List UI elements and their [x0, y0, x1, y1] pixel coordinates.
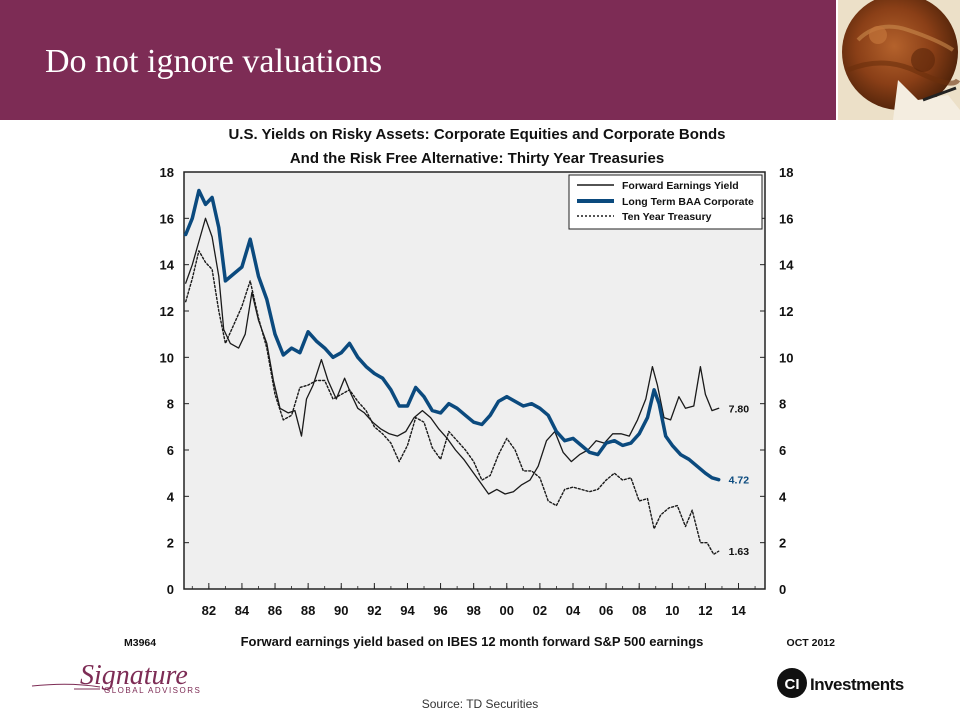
x-tick-label: 00	[500, 603, 514, 618]
y-tick-label-left: 0	[167, 582, 174, 597]
x-tick-label: 06	[599, 603, 613, 618]
y-tick-label-left: 18	[160, 165, 174, 180]
chart-subtitle: And the Risk Free Alternative: Thirty Ye…	[290, 150, 664, 167]
legend-label-treasury: Ten Year Treasury	[622, 211, 712, 223]
title-band	[0, 0, 836, 120]
globe-image	[838, 0, 960, 120]
end-label-forward-earnings-yield: 7.80	[729, 403, 750, 415]
y-tick-label-right: 16	[779, 211, 793, 226]
y-tick-label-right: 12	[779, 304, 793, 319]
x-axis: 82 84 86 88 90 92 94 96 98 00 02 04 06 08 10 12 14	[191, 583, 756, 618]
series-long-term-baa-corporate	[183, 188, 721, 482]
signature-logo: Signature GLOBAL ADVISORS	[30, 656, 220, 702]
x-tick-label: 90	[334, 603, 348, 618]
y-tick-label-left: 4	[167, 489, 175, 504]
x-tick-label: 04	[566, 603, 581, 618]
y-tick-label-right: 10	[779, 350, 793, 365]
slide-title: Do not ignore valuations	[45, 43, 383, 80]
x-tick-label: 96	[433, 603, 447, 618]
x-axis-caption: Forward earnings yield based on IBES 12 …	[241, 634, 704, 649]
y-tick-label-left: 14	[160, 258, 175, 273]
chart-code: M3964	[124, 637, 156, 649]
x-tick-label: 12	[698, 603, 712, 618]
y-tick-label-left: 16	[160, 211, 174, 226]
series-ten-year-treasury	[185, 250, 720, 555]
y-tick-label-left: 6	[167, 443, 174, 458]
y-tick-label-right: 4	[779, 489, 787, 504]
ci-mark-text: CI	[785, 676, 800, 693]
x-tick-label: 10	[665, 603, 679, 618]
signature-wordmark: Signature	[80, 660, 188, 691]
x-tick-label: 84	[235, 603, 250, 618]
x-tick-label: 94	[400, 603, 415, 618]
legend-label-baa: Long Term BAA Corporate	[622, 196, 754, 208]
x-tick-label: 92	[367, 603, 381, 618]
ci-mark-icon	[777, 668, 807, 698]
end-label-ten-year-treasury: 1.63	[729, 546, 750, 558]
chart-title: U.S. Yields on Risky Assets: Corporate E…	[228, 126, 725, 143]
x-tick-label: 98	[466, 603, 480, 618]
y-axis-left: 0 2 4 6 8 10 12 14 16 18	[160, 165, 189, 597]
ci-investments-logo: CI Investments	[774, 665, 914, 701]
y-tick-label-right: 0	[779, 582, 786, 597]
y-tick-label-left: 12	[160, 304, 174, 319]
ci-wordmark: Investments	[810, 675, 904, 694]
y-tick-label-left: 2	[167, 536, 174, 551]
x-tick-label: 14	[731, 603, 746, 618]
legend: Forward Earnings Yield Long Term BAA Cor…	[568, 174, 763, 230]
x-tick-label: 08	[632, 603, 646, 618]
series-layer	[183, 188, 721, 555]
signature-subline: GLOBAL ADVISORS	[104, 686, 201, 695]
series-forward-earnings-yield	[185, 217, 720, 495]
chart-date: OCT 2012	[787, 637, 836, 649]
x-tick-label: 82	[202, 603, 216, 618]
y-tick-label-right: 6	[779, 443, 786, 458]
y-tick-label-right: 14	[779, 258, 794, 273]
y-tick-label-right: 18	[779, 165, 793, 180]
end-labels: 7.80 4.72 1.63	[729, 403, 750, 558]
legend-label-forward: Forward Earnings Yield	[622, 180, 739, 192]
end-label-long-term-baa-corporate: 4.72	[729, 475, 750, 487]
y-tick-label-right: 8	[779, 397, 786, 412]
y-tick-label-right: 2	[779, 536, 786, 551]
plot-area	[183, 171, 766, 590]
y-tick-label-left: 10	[160, 350, 174, 365]
y-axis-right: 0 2 4 6 8 10 12 14 16 18	[760, 165, 794, 597]
source-note: Source: TD Securities	[421, 697, 539, 711]
x-tick-label: 86	[268, 603, 282, 618]
x-tick-label: 88	[301, 603, 315, 618]
y-tick-label-left: 8	[167, 397, 174, 412]
x-tick-label: 02	[533, 603, 547, 618]
